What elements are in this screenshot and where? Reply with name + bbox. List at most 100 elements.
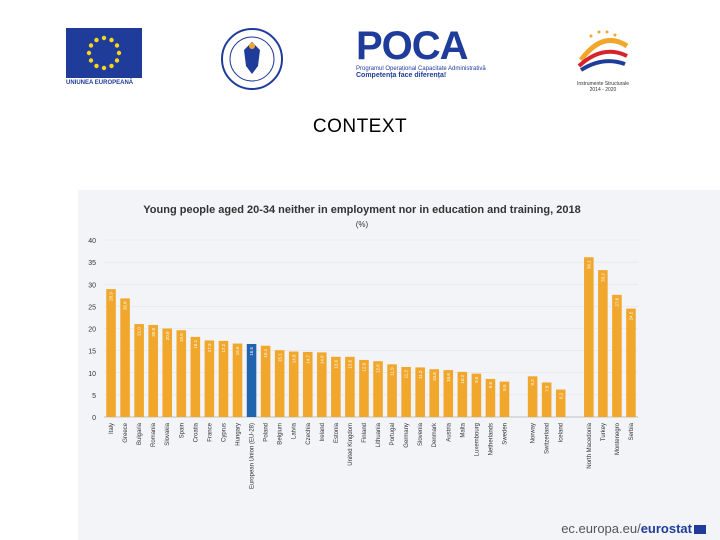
x-tick-label: Luxembourg bbox=[474, 423, 480, 456]
bar bbox=[317, 352, 327, 417]
bar bbox=[401, 366, 411, 417]
eu-star-icon bbox=[114, 58, 120, 63]
bar bbox=[260, 345, 271, 417]
bar-value-label: 27.6 bbox=[615, 297, 620, 306]
bar-value-label: 14.7 bbox=[305, 354, 310, 363]
x-tick-label: Cyprus bbox=[221, 423, 227, 442]
eu-star-icon bbox=[109, 37, 114, 43]
bar-value-label: 11.2 bbox=[418, 370, 423, 379]
bar-value-label: 26.8 bbox=[123, 301, 128, 310]
x-tick-label: Belgium bbox=[278, 423, 284, 445]
eu-star-icon bbox=[101, 35, 107, 41]
source-line: ec.europa.eu/eurostat bbox=[561, 521, 706, 536]
x-tick-label: Iceland bbox=[559, 423, 565, 442]
chart-panel: Young people aged 20-34 neither in emplo… bbox=[78, 190, 720, 540]
bar bbox=[373, 361, 383, 417]
poca-slogan: Competența face diferența! bbox=[356, 72, 447, 79]
x-tick-label: Slovakia bbox=[165, 422, 171, 445]
bar bbox=[302, 351, 313, 417]
structural-instruments-logo: Instrumente Structurale 2014 - 2020 bbox=[564, 26, 642, 96]
bar bbox=[527, 376, 538, 417]
eu-star-icon bbox=[88, 58, 94, 63]
bar bbox=[345, 356, 355, 417]
bar-value-label: 19.6 bbox=[179, 333, 184, 342]
x-tick-label: Denmark bbox=[432, 422, 438, 447]
bar-value-label: 20.8 bbox=[151, 327, 156, 336]
eu-flag-small-icon bbox=[694, 525, 706, 535]
x-tick-label: Turkey bbox=[601, 423, 607, 441]
y-tick-label: 25 bbox=[88, 304, 96, 311]
bar-value-label: 11.3 bbox=[404, 370, 409, 379]
source-prefix: ec.europa.eu/ bbox=[561, 521, 641, 536]
bar-value-label: 16.5 bbox=[249, 346, 254, 355]
chart-title: Young people aged 20-34 neither in emplo… bbox=[143, 204, 580, 216]
y-tick-label: 35 bbox=[88, 260, 96, 267]
eu-flag-icon bbox=[66, 28, 142, 78]
y-tick-label: 30 bbox=[88, 282, 96, 289]
x-tick-label: Spain bbox=[179, 423, 185, 438]
x-tick-label: Malta bbox=[460, 422, 466, 437]
x-tick-label: Finland bbox=[362, 423, 368, 443]
bar-value-label: 8.0 bbox=[502, 384, 507, 391]
y-tick-label: 20 bbox=[88, 327, 96, 334]
bar-value-label: 7.8 bbox=[544, 385, 549, 392]
structural-instruments-icon bbox=[577, 30, 629, 72]
eu-star-icon bbox=[94, 63, 99, 69]
bar bbox=[148, 324, 158, 417]
bar bbox=[204, 340, 215, 417]
bar bbox=[246, 343, 257, 417]
bar bbox=[626, 308, 636, 417]
government-seal-logo bbox=[220, 26, 284, 92]
bar bbox=[162, 328, 173, 417]
bar bbox=[274, 350, 285, 417]
x-tick-label: Ireland bbox=[320, 423, 326, 441]
structural-instruments-name: Instrumente Structurale bbox=[577, 81, 629, 87]
bar bbox=[218, 340, 229, 417]
x-tick-label: Portugal bbox=[390, 423, 396, 445]
bar-value-label: 20.0 bbox=[165, 331, 170, 340]
eu-star-icon bbox=[116, 50, 122, 56]
x-tick-label: Italy bbox=[109, 423, 115, 434]
bar-value-label: 28.9 bbox=[109, 292, 114, 301]
x-tick-label: Sweden bbox=[503, 423, 509, 445]
bar-value-label: 36.1 bbox=[586, 260, 591, 269]
bar-value-label: 15.1 bbox=[277, 353, 282, 362]
bar-value-label: 21.0 bbox=[137, 327, 142, 336]
bar bbox=[555, 389, 566, 417]
chart-subtitle: (%) bbox=[356, 220, 369, 229]
bar bbox=[598, 270, 608, 417]
x-tick-label: Hungary bbox=[236, 423, 242, 446]
poca-program-name: Programul Operațional Capacitate Adminis… bbox=[356, 66, 486, 72]
bar bbox=[443, 370, 454, 417]
eu-star-icon bbox=[114, 43, 120, 48]
eu-star-icon bbox=[109, 63, 114, 69]
bar-value-label: 16.6 bbox=[235, 346, 240, 355]
chart-canvas: Young people aged 20-34 neither in emplo… bbox=[88, 204, 638, 489]
eu-star-icon bbox=[94, 37, 99, 43]
y-tick-label: 0 bbox=[92, 415, 96, 422]
bar bbox=[190, 336, 201, 417]
bar bbox=[541, 382, 552, 417]
x-tick-label: Estonia bbox=[334, 422, 340, 443]
y-tick-label: 40 bbox=[88, 238, 96, 245]
bar-value-label: 17.3 bbox=[207, 343, 212, 352]
bar bbox=[457, 371, 468, 417]
x-tick-label: Greece bbox=[123, 422, 129, 442]
bar-value-label: 11.9 bbox=[390, 367, 395, 376]
bar-value-label: 13.6 bbox=[333, 359, 338, 368]
bar bbox=[584, 257, 594, 417]
x-tick-label: Switzerland bbox=[545, 423, 551, 454]
bar bbox=[387, 364, 397, 417]
x-tick-label: Montenegro bbox=[615, 422, 621, 455]
eu-logo: UNIUNEA EUROPEANĂ bbox=[66, 28, 144, 92]
x-tick-label: Croatia bbox=[193, 422, 199, 442]
eu-star-icon bbox=[86, 50, 92, 56]
x-tick-label: Netherlands bbox=[488, 423, 494, 455]
eu-caption: UNIUNEA EUROPEANĂ bbox=[66, 80, 134, 86]
bar-value-label: 18.1 bbox=[193, 339, 198, 348]
bar-value-label: 33.2 bbox=[600, 273, 605, 282]
bar bbox=[499, 381, 510, 417]
x-tick-label: Romania bbox=[151, 422, 157, 447]
bar-value-label: 9.2 bbox=[530, 379, 535, 386]
x-tick-label: Latvia bbox=[292, 422, 298, 439]
